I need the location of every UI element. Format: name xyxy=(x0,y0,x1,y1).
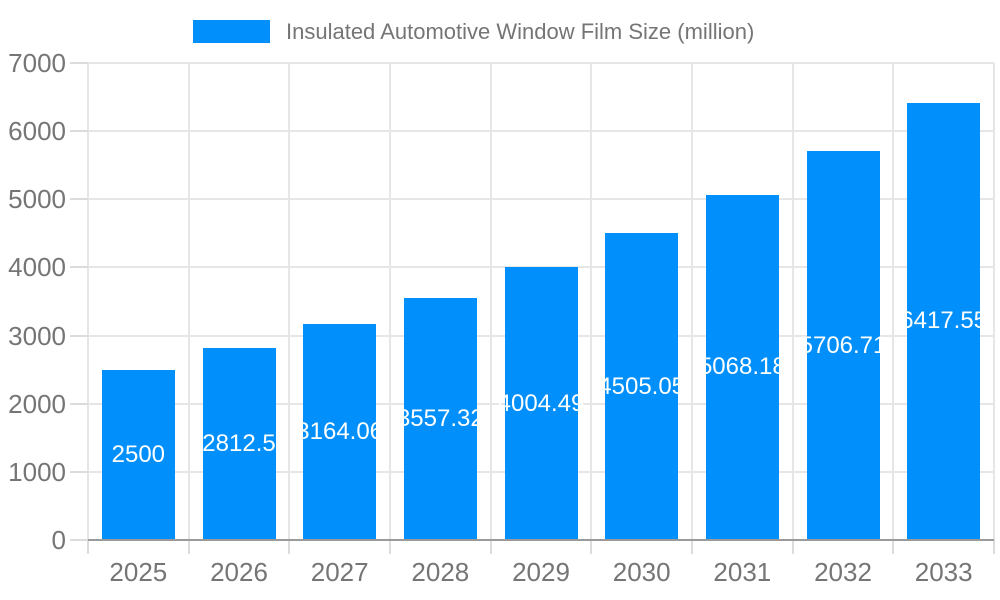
y-tick-label: 7000 xyxy=(8,48,66,78)
y-gridline xyxy=(88,130,994,133)
x-axis-tick xyxy=(691,540,693,554)
bar-value-label: 5706.71 xyxy=(799,331,887,359)
bar xyxy=(303,324,377,540)
x-gridline xyxy=(791,63,794,540)
y-axis-tick xyxy=(70,130,88,133)
y-axis-tick xyxy=(70,198,88,201)
bar-value-label: 5068.18 xyxy=(698,353,786,381)
y-axis-tick xyxy=(70,62,88,64)
x-tick-label: 2032 xyxy=(814,557,872,587)
x-axis-tick xyxy=(993,540,995,554)
bar-value-label: 2500 xyxy=(111,440,166,468)
x-axis-baseline xyxy=(88,539,994,541)
x-tick-label: 2026 xyxy=(210,557,268,587)
x-axis-tick xyxy=(87,540,89,554)
bar xyxy=(504,267,578,540)
bar-value-label: 2812.5 xyxy=(202,430,276,458)
bar xyxy=(705,194,779,540)
bar-value-label: 3164.06 xyxy=(296,418,384,446)
bar-value-label: 4004.49 xyxy=(497,389,585,417)
bar-value-label: 6417.55 xyxy=(900,307,988,335)
y-axis-tick xyxy=(70,402,88,405)
x-gridline xyxy=(590,63,593,540)
x-gridline xyxy=(892,63,895,540)
x-axis-tick xyxy=(389,540,391,554)
x-axis-tick xyxy=(187,540,190,554)
legend-swatch-icon xyxy=(193,20,270,43)
x-axis-tick xyxy=(791,540,794,554)
bar-value-label: 4505.05 xyxy=(598,372,686,400)
x-gridline xyxy=(489,63,492,540)
chart-legend[interactable]: Insulated Automotive Window Film Size (m… xyxy=(193,17,754,46)
x-tick-label: 2028 xyxy=(411,557,470,587)
bar-value-label: 3557.32 xyxy=(396,404,484,432)
x-axis-tick xyxy=(590,540,593,554)
y-gridline xyxy=(88,198,994,201)
x-tick-label: 2031 xyxy=(713,557,772,587)
bar xyxy=(101,369,175,540)
x-gridline xyxy=(691,63,693,540)
x-gridline xyxy=(288,63,291,540)
bar xyxy=(907,102,981,540)
x-tick-label: 2029 xyxy=(512,557,570,587)
x-tick-label: 2033 xyxy=(914,557,973,587)
y-tick-label: 5000 xyxy=(8,184,66,215)
bar xyxy=(403,297,477,540)
y-tick-label: 0 xyxy=(51,525,66,555)
x-gridline xyxy=(993,63,995,540)
y-axis-tick xyxy=(70,539,88,541)
y-tick-label: 6000 xyxy=(8,116,66,147)
x-tick-label: 2025 xyxy=(109,557,168,587)
x-tick-label: 2030 xyxy=(612,557,671,587)
bar xyxy=(605,233,679,540)
bar xyxy=(202,348,276,540)
legend-label: Insulated Automotive Window Film Size (m… xyxy=(286,18,755,44)
y-tick-label: 3000 xyxy=(8,320,66,351)
x-gridline xyxy=(87,63,89,540)
y-tick-label: 4000 xyxy=(8,252,66,283)
x-gridline xyxy=(187,63,190,540)
y-gridline xyxy=(88,62,994,64)
y-tick-label: 1000 xyxy=(8,456,66,487)
bar xyxy=(806,151,880,540)
x-tick-label: 2027 xyxy=(310,557,369,587)
y-tick-label: 2000 xyxy=(8,388,66,419)
y-axis-tick xyxy=(70,266,88,269)
y-axis-tick xyxy=(70,470,88,473)
x-axis-tick xyxy=(288,540,291,554)
x-axis-tick xyxy=(489,540,492,554)
y-axis-tick xyxy=(70,334,88,337)
x-gridline xyxy=(389,63,391,540)
x-axis-tick xyxy=(892,540,895,554)
